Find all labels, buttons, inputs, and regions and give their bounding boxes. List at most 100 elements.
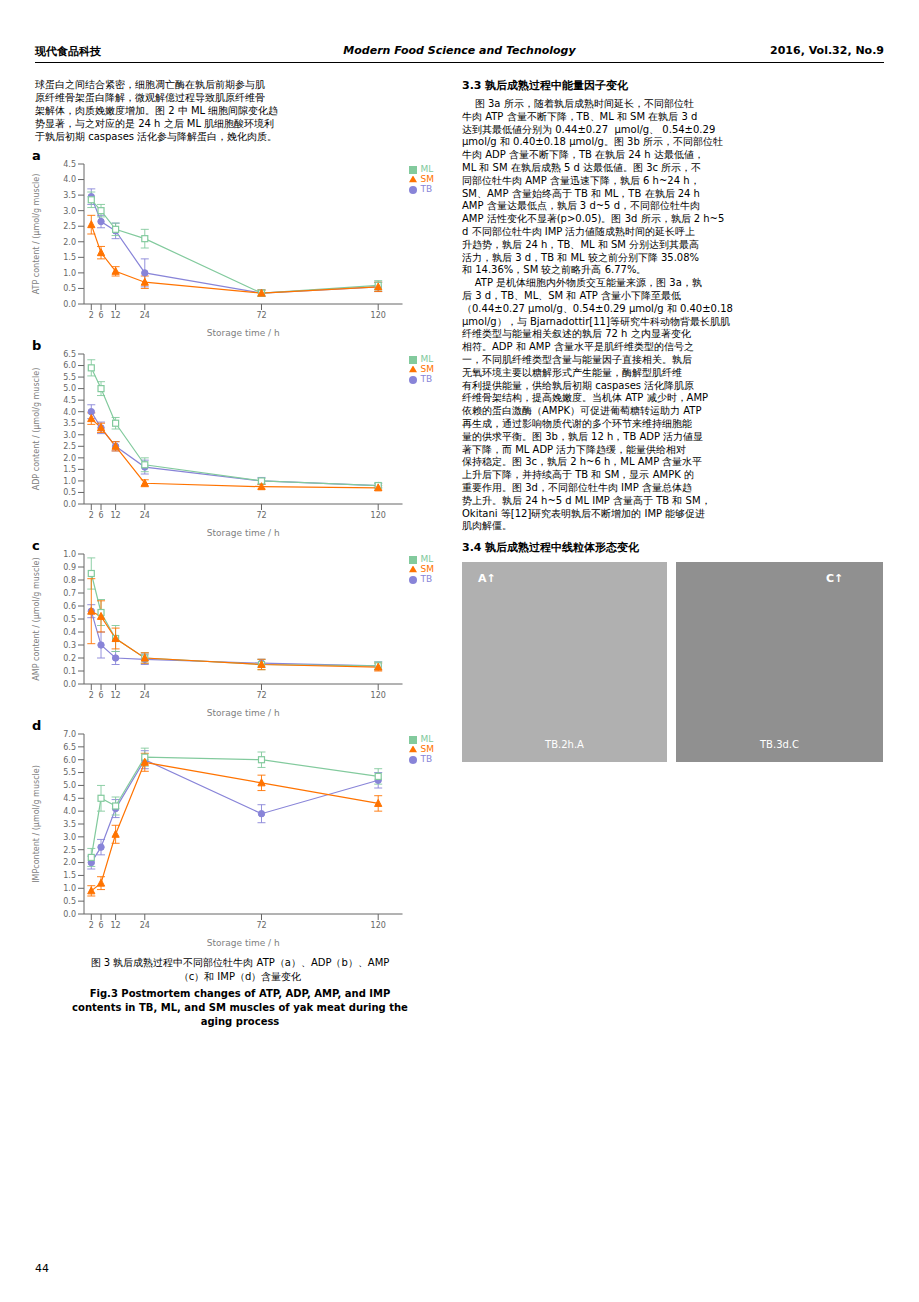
svg-text:12: 12: [111, 511, 121, 520]
html-text:同部位牡牛肉 AMP 含量迅速下降，孰后 6 h~24 h，: 同部位牡牛肉 AMP 含量迅速下降，孰后 6 h~24 h，: [462, 174, 700, 186]
svg-text:Storage time / h: Storage time / h: [207, 528, 280, 538]
svg-text:6: 6: [98, 511, 103, 520]
html-text:现代食品科技: 现代食品科技: [35, 45, 101, 58]
html-text:2016, Vol.32, No.9: 2016, Vol.32, No.9: [770, 44, 884, 57]
svg-text:3.0: 3.0: [63, 833, 76, 842]
svg-text:4.5: 4.5: [63, 794, 76, 803]
svg-text:72: 72: [256, 691, 266, 700]
svg-text:120: 120: [371, 921, 386, 930]
svg-text:1.0: 1.0: [63, 884, 76, 893]
svg-text:0.7: 0.7: [63, 589, 76, 598]
svg-text:6.0: 6.0: [63, 756, 76, 765]
html-text:达到其最低値分别为 0.44±0.27 μmol/g、 0.: 达到其最低値分别为 0.44±0.27 μmol/g、 0.54±0.29: [462, 123, 716, 135]
html-text:C↑: C↑: [826, 572, 844, 585]
svg-text:2: 2: [89, 921, 94, 930]
html-text:A↑: A↑: [478, 572, 496, 585]
svg-text:ATP content / (μmol/g muscle): ATP content / (μmol/g muscle): [32, 174, 41, 295]
svg-text:24: 24: [140, 511, 150, 520]
svg-text:72: 72: [256, 511, 266, 520]
html-text:升趋势，孰后 24 h，TB、ML 和 SM 分别达到其最高: 升趋势，孰后 24 h，TB、ML 和 SM 分别达到其最高: [462, 238, 700, 250]
svg-text:2: 2: [89, 691, 94, 700]
svg-text:ADP content / (μmol/g muscle): ADP content / (μmol/g muscle): [32, 368, 41, 491]
svg-text:1.5: 1.5: [63, 465, 76, 474]
svg-text:2: 2: [89, 511, 94, 520]
svg-text:2: 2: [89, 311, 94, 320]
svg-text:0.5: 0.5: [63, 897, 76, 906]
svg-text:4.5: 4.5: [63, 396, 76, 405]
html-text:44: 44: [35, 1262, 49, 1275]
svg-text:6.5: 6.5: [63, 743, 76, 752]
svg-text:5.5: 5.5: [63, 768, 76, 777]
svg-text:2.5: 2.5: [63, 846, 76, 855]
html-text:牛肉 ATP 含量不断下降，TB、ML 和 SM 在孰后 3: 牛肉 ATP 含量不断下降，TB、ML 和 SM 在孰后 3 d: [462, 110, 698, 122]
html-text:AMP 活性变化不显著(p>0.05)。图 3d 所示，孰后: AMP 活性变化不显著(p>0.05)。图 3d 所示，孰后 2 h~5: [462, 213, 725, 225]
svg-text:3.5: 3.5: [63, 820, 76, 829]
svg-text:3.5: 3.5: [63, 419, 76, 428]
svg-text:2.0: 2.0: [63, 454, 76, 463]
svg-text:6: 6: [98, 921, 103, 930]
svg-text:120: 120: [371, 691, 386, 700]
svg-text:1.0: 1.0: [63, 269, 76, 278]
svg-text:24: 24: [140, 311, 150, 320]
svg-text:2.0: 2.0: [63, 238, 76, 247]
svg-text:5.5: 5.5: [63, 373, 76, 382]
svg-text:24: 24: [140, 691, 150, 700]
svg-text:Storage time / h: Storage time / h: [207, 938, 280, 948]
svg-text:120: 120: [371, 311, 386, 320]
html-text:3.4 孰后成熟过程中线粒体形态变化: 3.4 孰后成熟过程中线粒体形态变化: [462, 541, 640, 554]
svg-text:6: 6: [98, 691, 103, 700]
svg-text:1.0: 1.0: [63, 477, 76, 486]
svg-text:0.8: 0.8: [63, 576, 76, 585]
svg-text:0.0: 0.0: [63, 910, 76, 919]
svg-text:0.3: 0.3: [63, 641, 76, 650]
svg-text:3.5: 3.5: [63, 191, 76, 200]
svg-text:4.5: 4.5: [63, 160, 76, 169]
svg-text:2.5: 2.5: [63, 442, 76, 451]
svg-text:72: 72: [256, 921, 266, 930]
svg-text:0.5: 0.5: [63, 284, 76, 293]
svg-text:1.5: 1.5: [63, 871, 76, 880]
svg-text:5.0: 5.0: [63, 781, 76, 790]
svg-text:120: 120: [371, 511, 386, 520]
svg-text:4.0: 4.0: [63, 175, 76, 184]
svg-text:0.0: 0.0: [63, 500, 76, 509]
svg-text:1.0: 1.0: [63, 550, 76, 559]
svg-text:0.0: 0.0: [63, 300, 76, 309]
html-text:3.3 孰后成熟过程中能量因子变化: 3.3 孰后成熟过程中能量因子变化: [462, 79, 629, 92]
svg-text:0.5: 0.5: [63, 488, 76, 497]
svg-text:24: 24: [140, 921, 150, 930]
svg-text:6: 6: [98, 311, 103, 320]
svg-text:2.5: 2.5: [63, 222, 76, 231]
svg-text:72: 72: [256, 311, 266, 320]
svg-text:12: 12: [111, 691, 121, 700]
svg-text:12: 12: [111, 921, 121, 930]
svg-text:6.5: 6.5: [63, 350, 76, 359]
svg-text:1.5: 1.5: [63, 253, 76, 262]
svg-text:0.4: 0.4: [63, 628, 76, 637]
svg-text:0.5: 0.5: [63, 615, 76, 624]
html-text:μmol/g 和 0.40±0.18 μmol/g。图 3b: μmol/g 和 0.40±0.18 μmol/g。图 3b 所示，不同部位牡: [462, 136, 723, 148]
svg-text:0.2: 0.2: [63, 654, 76, 663]
svg-text:0.6: 0.6: [63, 602, 76, 611]
svg-text:Storage time / h: Storage time / h: [207, 328, 280, 338]
svg-text:3.0: 3.0: [63, 207, 76, 216]
svg-text:Storage time / h: Storage time / h: [207, 708, 280, 718]
html-text:Modern Food Science and Techno: Modern Food Science and Technology: [343, 44, 576, 57]
svg-text:0.9: 0.9: [63, 563, 76, 572]
svg-text:3.0: 3.0: [63, 431, 76, 440]
svg-text:7.0: 7.0: [63, 730, 76, 739]
html-text:牛肉 ADP 含量不断下降，TB 在孰后 24 h 达最低値: 牛肉 ADP 含量不断下降，TB 在孰后 24 h 达最低値，: [462, 149, 704, 161]
svg-text:0.0: 0.0: [63, 680, 76, 689]
svg-text:AMP content / (μmol/g muscle): AMP content / (μmol/g muscle): [32, 557, 41, 680]
svg-text:4.0: 4.0: [63, 408, 76, 417]
svg-text:2.0: 2.0: [63, 858, 76, 867]
html-text:AMP 含量达最低点，孰后 3 d~5 d，不同部位牡牛肉: AMP 含量达最低点，孰后 3 d~5 d，不同部位牡牛肉: [462, 200, 700, 212]
svg-text:6.0: 6.0: [63, 361, 76, 370]
html-text:SM、AMP 含量始终高于 TB 和 ML，TB 在孰后 2: SM、AMP 含量始终高于 TB 和 ML，TB 在孰后 24 h: [462, 187, 700, 199]
svg-text:0.1: 0.1: [63, 667, 76, 676]
svg-text:5.0: 5.0: [63, 384, 76, 393]
svg-text:IMPcontent / (μmol/g muscle): IMPcontent / (μmol/g muscle): [32, 765, 41, 883]
svg-text:12: 12: [111, 311, 121, 320]
svg-text:4.0: 4.0: [63, 807, 76, 816]
html-text:活力，孰后 3 d，TB 和 ML 较之前分别下降 35.0: 活力，孰后 3 d，TB 和 ML 较之前分别下降 35.08%: [462, 251, 700, 263]
